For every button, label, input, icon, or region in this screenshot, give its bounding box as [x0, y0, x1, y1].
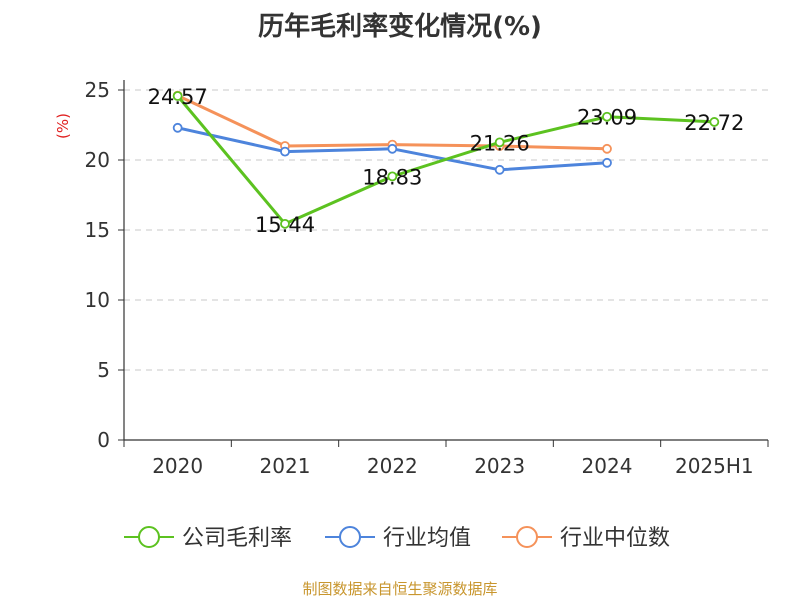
data-point [172, 122, 183, 133]
data-point [387, 143, 398, 154]
x-tick-label: 2025H1 [675, 454, 754, 478]
data-label: 22.72 [684, 111, 744, 135]
x-tick-label: 2021 [260, 454, 311, 478]
data-point [494, 137, 505, 148]
legend-label: 行业中位数 [560, 526, 670, 551]
chart-title: 历年毛利率变化情况(%) [258, 12, 542, 42]
x-tick-label: 2020 [152, 454, 203, 478]
y-tick-label: 20 [85, 148, 110, 172]
legend-marker [516, 526, 538, 548]
y-tick-label: 25 [85, 78, 110, 102]
legend-label: 公司毛利率 [182, 526, 292, 551]
data-label: 23.09 [577, 106, 637, 130]
series-line [176, 95, 715, 226]
y-tick-label: 10 [85, 288, 110, 312]
data-label: 18.83 [362, 165, 422, 189]
data-source-note: 制图数据来自恒生聚源数据库 [302, 580, 498, 598]
legend-label: 行业均值 [383, 526, 471, 551]
data-point [602, 143, 612, 154]
y-axis-label: (%) [54, 113, 72, 139]
y-tick-label: 15 [85, 218, 110, 242]
data-label: 15.44 [255, 213, 315, 237]
data-point [387, 171, 398, 182]
data-point [602, 111, 612, 122]
data-point [280, 146, 290, 157]
legend-marker [138, 526, 160, 548]
y-tick-label: 0 [97, 428, 110, 452]
data-label: 21.26 [470, 131, 530, 155]
data-point [709, 117, 720, 127]
legend-marker [339, 526, 361, 548]
x-tick-label: 2022 [367, 454, 418, 478]
data-point [172, 91, 183, 101]
data-point [494, 164, 505, 175]
data-label: 24.57 [148, 85, 208, 109]
y-tick-label: 5 [97, 358, 110, 382]
x-tick-label: 2024 [582, 454, 633, 478]
x-tick-label: 2023 [474, 454, 525, 478]
data-point [602, 157, 612, 168]
data-point [280, 218, 290, 229]
